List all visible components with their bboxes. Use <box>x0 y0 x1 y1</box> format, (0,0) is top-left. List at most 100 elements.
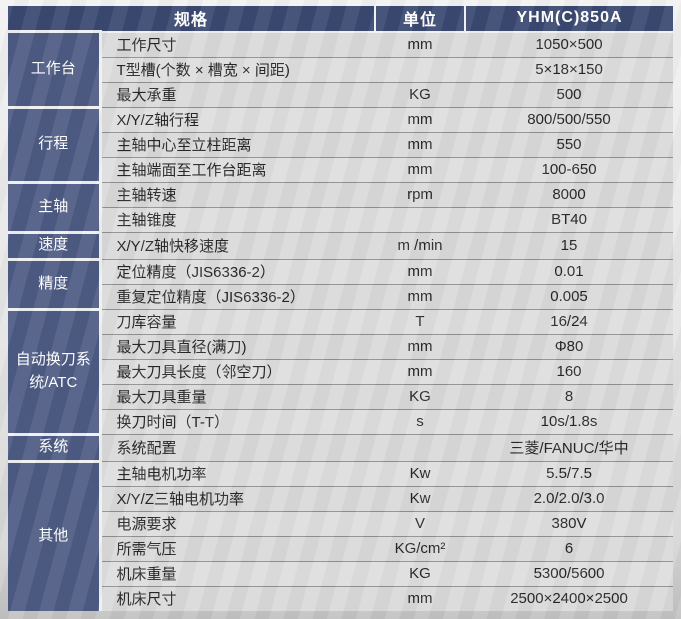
spec-unit-cell: m /min <box>375 231 466 259</box>
spec-unit-cell: s <box>375 408 466 434</box>
spec-unit-cell: KG/cm² <box>375 535 466 561</box>
spec-row: 主轴 主轴转速 rpm 8000 <box>8 180 674 232</box>
spec-name-cell: 工作尺寸 <box>100 31 376 57</box>
spec-row: 最大刀具重量 KG 8 <box>8 383 674 409</box>
category-cell: 行程 <box>8 105 102 182</box>
spec-row: 其他 主轴电机功率 Kw 5.5/7.5 <box>8 459 674 611</box>
spec-name-cell: 主轴转速 <box>100 181 376 207</box>
spec-row: 最大承重 KG 500 <box>8 81 674 107</box>
spec-value-cell: 16/24 <box>465 308 674 334</box>
spec-row: 最大刀具直径(满刀) mm Φ80 <box>8 333 674 359</box>
spec-row: 主轴端面至工作台距离 mm 100-650 <box>8 156 674 182</box>
spec-unit-cell: Kw <box>375 460 466 486</box>
category-cell: 工作台 <box>8 30 102 107</box>
spec-table-body: 工作台 工作尺寸 mm 1050×500 T型槽(个数 × 槽宽 × 间距) 5×18×1… <box>8 30 674 611</box>
spec-unit-cell <box>375 433 466 461</box>
spec-value-cell: 1050×500 <box>465 31 674 57</box>
spec-unit-cell: mm <box>375 585 466 611</box>
spec-name-cell: 重复定位精度（JIS6336-2） <box>100 283 376 309</box>
spec-row: 精度 定位精度（JIS6336-2） mm 0.01 <box>8 257 674 309</box>
header-row: 规格 单位 YHM(C)850A <box>8 6 674 33</box>
spec-unit-cell: mm <box>375 283 466 309</box>
spec-value-cell: 380V <box>465 510 674 536</box>
spec-row: 最大刀具长度（邻空刀） mm 160 <box>8 358 674 384</box>
spec-unit-cell: rpm <box>375 181 466 207</box>
spec-row: 所需气压 KG/cm² 6 <box>8 535 674 561</box>
spec-name-cell: 电源要求 <box>100 510 376 536</box>
category-cell: 速度 <box>8 230 102 259</box>
spec-name-cell: 最大刀具长度（邻空刀） <box>100 358 376 384</box>
spec-name-cell: 最大刀具重量 <box>100 383 376 409</box>
spec-value-cell: 8 <box>465 383 674 409</box>
spec-unit-cell <box>375 56 466 82</box>
spec-row: 工作台 工作尺寸 mm 1050×500 <box>8 30 674 107</box>
spec-value-cell: 10s/1.8s <box>465 408 674 434</box>
spec-unit-cell <box>375 206 466 232</box>
spec-unit-cell: mm <box>375 131 466 157</box>
spec-row: 机床尺寸 mm 2500×2400×2500 <box>8 585 674 611</box>
spec-unit-cell: mm <box>375 31 466 57</box>
header-unit-label: 单位 <box>374 6 466 33</box>
spec-value-cell: 160 <box>465 358 674 384</box>
spec-unit-cell: KG <box>375 383 466 409</box>
spec-name-cell: 系统配置 <box>100 433 376 461</box>
spec-row: X/Y/Z三轴电机功率 Kw 2.0/2.0/3.0 <box>8 485 674 511</box>
header-model-label: YHM(C)850A <box>464 6 674 33</box>
spec-name-cell: 最大刀具直径(满刀) <box>100 333 376 359</box>
spec-value-cell: 8000 <box>465 181 674 207</box>
header-spec-label: 规格 <box>8 6 376 33</box>
spec-name-cell: 机床重量 <box>100 560 376 586</box>
spec-row: 主轴锥度 BT40 <box>8 206 674 232</box>
spec-value-cell: 5.5/7.5 <box>465 460 674 486</box>
spec-unit-cell: Kw <box>375 485 466 511</box>
category-cell: 自动换刀系统/ATC <box>8 307 102 434</box>
spec-name-cell: 主轴电机功率 <box>100 460 376 486</box>
spec-name-cell: 机床尺寸 <box>100 585 376 611</box>
spec-row: 重复定位精度（JIS6336-2） mm 0.005 <box>8 283 674 309</box>
spec-value-cell: 800/500/550 <box>465 106 674 132</box>
spec-row: 机床重量 KG 5300/5600 <box>8 560 674 586</box>
spec-value-cell: 15 <box>465 231 674 259</box>
spec-value-cell: 0.005 <box>465 283 674 309</box>
spec-row: 行程 X/Y/Z轴行程 mm 800/500/550 <box>8 105 674 182</box>
spec-row: 换刀时间（T-T） s 10s/1.8s <box>8 408 674 434</box>
category-cell: 其他 <box>8 459 102 611</box>
spec-value-cell: 2.0/2.0/3.0 <box>465 485 674 511</box>
spec-value-cell: Φ80 <box>465 333 674 359</box>
spec-unit-cell: KG <box>375 81 466 107</box>
category-cell: 系统 <box>8 432 102 461</box>
spec-unit-cell: V <box>375 510 466 536</box>
spec-row: 系统 系统配置 三菱/FANUC/华中 <box>8 432 674 461</box>
spec-unit-cell: mm <box>375 333 466 359</box>
spec-name-cell: 主轴中心至立柱距离 <box>100 131 376 157</box>
spec-value-cell: BT40 <box>465 206 674 232</box>
spec-unit-cell: mm <box>375 156 466 182</box>
spec-name-cell: 刀库容量 <box>100 308 376 334</box>
spec-name-cell: 所需气压 <box>100 535 376 561</box>
spec-name-cell: 定位精度（JIS6336-2） <box>100 258 376 284</box>
spec-row: 电源要求 V 380V <box>8 510 674 536</box>
spec-unit-cell: T <box>375 308 466 334</box>
spec-unit-cell: KG <box>375 560 466 586</box>
spec-name-cell: 主轴锥度 <box>100 206 376 232</box>
spec-row: 自动换刀系统/ATC 刀库容量 T 16/24 <box>8 307 674 434</box>
spec-name-cell: 最大承重 <box>100 81 376 107</box>
spec-value-cell: 5×18×150 <box>465 56 674 82</box>
spec-unit-cell: mm <box>375 358 466 384</box>
spec-unit-cell: mm <box>375 106 466 132</box>
spec-value-cell: 5300/5600 <box>465 560 674 586</box>
spec-value-cell: 三菱/FANUC/华中 <box>465 433 674 461</box>
spec-name-cell: X/Y/Z三轴电机功率 <box>100 485 376 511</box>
category-cell: 主轴 <box>8 180 102 232</box>
spec-name-cell: 换刀时间（T-T） <box>100 408 376 434</box>
spec-table: 规格 单位 YHM(C)850A 工作台 工作尺寸 mm 1050×500 T型槽(个数… <box>8 6 674 611</box>
spec-value-cell: 0.01 <box>465 258 674 284</box>
spec-row: T型槽(个数 × 槽宽 × 间距) 5×18×150 <box>8 56 674 82</box>
spec-name-cell: X/Y/Z轴快移速度 <box>100 231 376 259</box>
spec-row: 主轴中心至立柱距离 mm 550 <box>8 131 674 157</box>
spec-value-cell: 100-650 <box>465 156 674 182</box>
spec-row: 速度 X/Y/Z轴快移速度 m /min 15 <box>8 230 674 259</box>
spec-value-cell: 550 <box>465 131 674 157</box>
spec-unit-cell: mm <box>375 258 466 284</box>
spec-name-cell: T型槽(个数 × 槽宽 × 间距) <box>100 56 376 82</box>
